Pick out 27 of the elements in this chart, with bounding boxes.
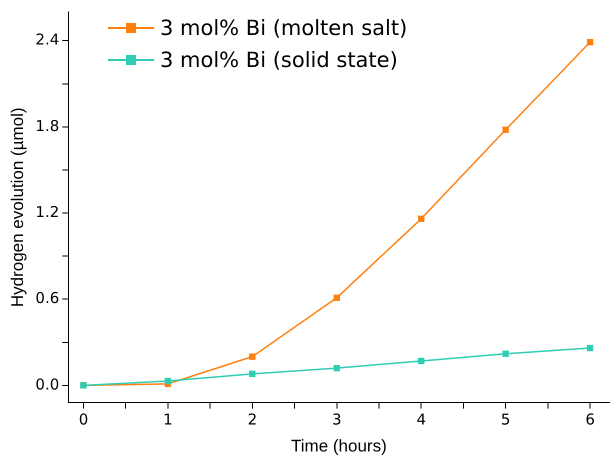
x-tick-label: 1 [163, 410, 173, 428]
point [249, 370, 256, 378]
legend-label: 3 mol% Bi (molten salt) [160, 16, 408, 40]
point [334, 364, 340, 372]
x-tick-label: 4 [416, 410, 426, 428]
y-tick-label: 1.8 [35, 116, 60, 135]
x-tick-label: 3 [332, 410, 342, 428]
point [418, 216, 424, 222]
point [502, 126, 509, 133]
x-tick-label: 5 [500, 410, 510, 428]
y-tick-label: 2.4 [35, 30, 60, 49]
point [586, 38, 594, 46]
x-tick-label: 2 [248, 410, 258, 428]
y-tick-label: 1.2 [35, 202, 60, 221]
x-axis-title: Time (hours) [291, 436, 387, 456]
point [164, 378, 172, 384]
point [418, 358, 424, 364]
y-axis-title: Hydrogen evolution (µmol) [8, 107, 27, 308]
x-tick-label: 0 [78, 410, 88, 428]
y-tick-label: 0.0 [35, 375, 60, 394]
point [502, 350, 509, 357]
point [334, 294, 340, 301]
legend-label: 3 mol% Bi (solid state) [160, 48, 398, 72]
y-tick-label: 0.6 [35, 289, 60, 308]
x-tick-label: 6 [585, 410, 595, 428]
point [586, 344, 594, 352]
point [249, 353, 256, 360]
